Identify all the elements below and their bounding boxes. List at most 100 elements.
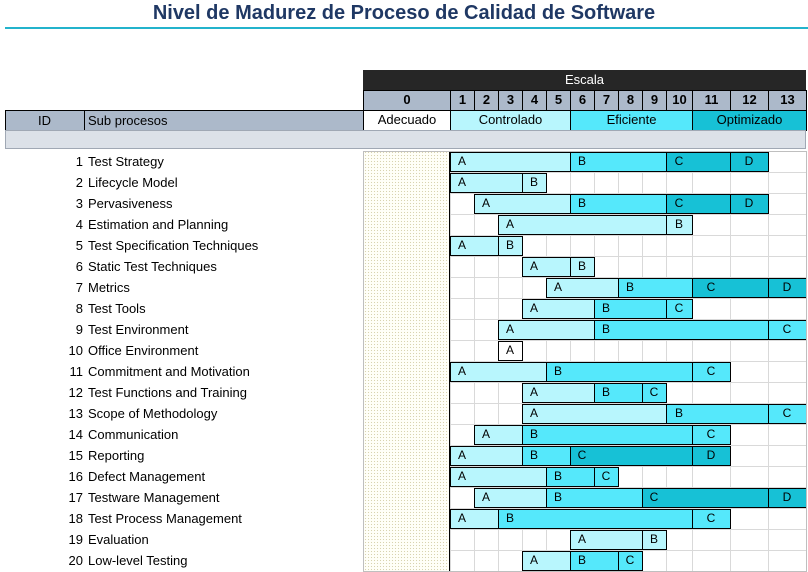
maturity-level-c-label: C bbox=[649, 385, 659, 399]
maturity-level-a-label: A bbox=[505, 322, 514, 336]
row-id: 13 bbox=[68, 406, 83, 421]
scale-level-11: 11 bbox=[692, 90, 731, 111]
row-id: 2 bbox=[75, 175, 83, 190]
maturity-level-a-label: A bbox=[481, 490, 490, 504]
maturity-level-a-label: A bbox=[529, 406, 538, 420]
row-subprocess-name: Test Functions and Training bbox=[88, 385, 247, 400]
scale-level-1: 1 bbox=[450, 90, 475, 111]
row-id: 3 bbox=[75, 196, 83, 211]
row-id: 9 bbox=[75, 322, 83, 337]
grid-line-h bbox=[450, 319, 806, 320]
maturity-segment-a bbox=[522, 404, 692, 424]
row-subprocess-name: Test Environment bbox=[88, 322, 189, 337]
grid-line-h bbox=[450, 508, 806, 509]
grid-line-h bbox=[450, 466, 806, 467]
grid-line-h bbox=[450, 172, 806, 173]
maturity-level-d-label: D bbox=[706, 448, 716, 462]
maturity-segment-c bbox=[666, 152, 768, 172]
row-subprocess-name: Test Process Management bbox=[88, 511, 242, 526]
maturity-level-c-label: C bbox=[674, 196, 684, 210]
maturity-level-b-label: B bbox=[577, 259, 586, 273]
maturity-level-a-label: A bbox=[457, 469, 466, 483]
maturity-level-c-label: C bbox=[706, 364, 716, 378]
grid-line-h bbox=[450, 193, 806, 194]
maturity-level-c-label: C bbox=[782, 406, 792, 420]
maturity-segment-b bbox=[594, 383, 666, 403]
maturity-level-b-label: B bbox=[601, 322, 610, 336]
maturity-level-a-label: A bbox=[457, 154, 466, 168]
maturity-level-c-label: C bbox=[577, 448, 587, 462]
maturity-level-d-label: D bbox=[782, 280, 792, 294]
grid-line-h bbox=[450, 214, 806, 215]
row-id: 11 bbox=[69, 364, 84, 379]
maturity-segment-c bbox=[692, 278, 806, 298]
maturity-segment-c bbox=[642, 488, 806, 508]
scale-level-9: 9 bbox=[642, 90, 667, 111]
maturity-segment-b bbox=[570, 152, 692, 172]
row-subprocess-name: Reporting bbox=[88, 448, 145, 463]
maturity-segment-a bbox=[450, 362, 570, 382]
grid-line-h bbox=[450, 235, 806, 236]
maturity-cell-c bbox=[666, 299, 693, 319]
maturity-segment-a bbox=[522, 257, 594, 277]
title-underline bbox=[5, 27, 808, 29]
maturity-level-a-label: A bbox=[481, 196, 490, 210]
maturity-level-d-label: D bbox=[782, 490, 792, 504]
maturity-segment-b bbox=[594, 299, 692, 319]
maturity-segment-b bbox=[498, 509, 730, 529]
maturity-level-b-label: B bbox=[529, 448, 538, 462]
category-controlado: Controlado bbox=[450, 110, 571, 131]
row-subprocess-name: Lifecycle Model bbox=[88, 175, 178, 190]
maturity-level-a-label: A bbox=[505, 217, 514, 231]
maturity-level-c-label: C bbox=[782, 322, 792, 336]
maturity-level-b-label: B bbox=[577, 196, 586, 210]
maturity-cell-b bbox=[522, 173, 547, 193]
row-subprocess-name: Metrics bbox=[88, 280, 130, 295]
scale-level-8: 8 bbox=[618, 90, 643, 111]
maturity-cell-c bbox=[642, 383, 667, 403]
scale-level-7: 7 bbox=[594, 90, 619, 111]
id-column-header: ID bbox=[5, 110, 85, 131]
row-subprocess-name: Testware Management bbox=[88, 490, 220, 505]
grid-line-h bbox=[450, 403, 806, 404]
grid-line-h bbox=[450, 277, 806, 278]
maturity-level-c-label: C bbox=[674, 154, 684, 168]
maturity-cell-c bbox=[692, 509, 731, 529]
scale-level-10: 10 bbox=[666, 90, 693, 111]
grid-line-h bbox=[450, 550, 806, 551]
maturity-level-b-label: B bbox=[553, 490, 562, 504]
scale-level-5: 5 bbox=[546, 90, 571, 111]
maturity-segment-a bbox=[450, 467, 570, 487]
row-id: 18 bbox=[68, 511, 83, 526]
grid-line-h bbox=[450, 298, 806, 299]
maturity-level-a-label: A bbox=[505, 343, 514, 357]
maturity-level-d-label: D bbox=[744, 196, 754, 210]
row-subprocess-name: Office Environment bbox=[88, 343, 199, 358]
row-subprocess-name: Scope of Methodology bbox=[88, 406, 218, 421]
maturity-segment-c bbox=[570, 446, 730, 466]
maturity-level-a-label: A bbox=[457, 448, 466, 462]
grid-line-h bbox=[450, 382, 806, 383]
maturity-level-b-label: B bbox=[577, 553, 586, 567]
scale-level-3: 3 bbox=[498, 90, 523, 111]
row-subprocess-name: Commitment and Motivation bbox=[88, 364, 250, 379]
category-adecuado: Adecuado bbox=[363, 110, 451, 131]
maturity-segment-a bbox=[450, 236, 522, 256]
maturity-level-a-label: A bbox=[457, 238, 466, 252]
maturity-level-a-label: A bbox=[577, 532, 586, 546]
grid-line-h bbox=[450, 361, 806, 362]
maturity-segment-a bbox=[498, 215, 692, 235]
row-id: 16 bbox=[68, 469, 83, 484]
scale-level-0: 0 bbox=[363, 90, 451, 111]
grid-outer-border bbox=[363, 151, 807, 572]
scale-level-4: 4 bbox=[522, 90, 547, 111]
row-id: 12 bbox=[68, 385, 83, 400]
row-subprocess-name: Evaluation bbox=[88, 532, 149, 547]
row-subprocess-name: Test Tools bbox=[88, 301, 146, 316]
category-optimizado: Optimizado bbox=[692, 110, 807, 131]
separator-band bbox=[5, 130, 806, 149]
maturity-segment-a bbox=[474, 194, 594, 214]
maturity-segment-b bbox=[570, 551, 642, 571]
maturity-level-a-label: A bbox=[457, 364, 466, 378]
maturity-cell-b bbox=[642, 530, 667, 550]
